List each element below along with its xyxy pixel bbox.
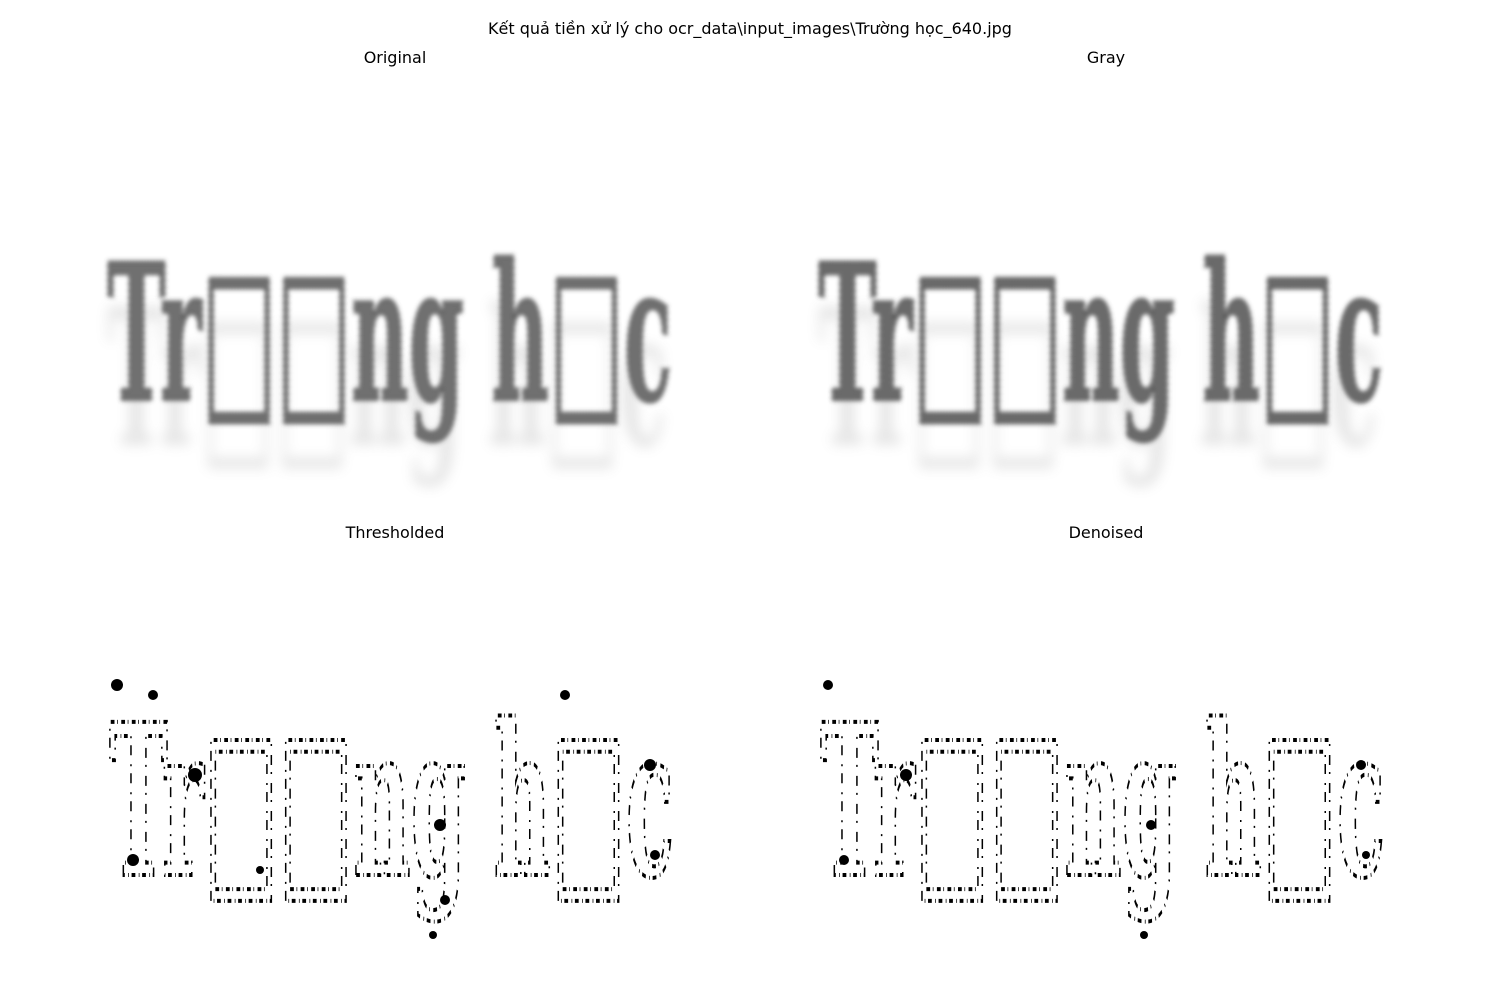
original-image: Tr□□ng h□c Tr□□ng h□c [106,221,674,491]
panel-title-original: Original [363,48,427,67]
binary-specks [111,679,660,939]
gray-image: Tr□□ng h□c Tr□□ng h□c [817,221,1385,491]
panel-title-denoised: Denoised [1068,523,1144,542]
panel-original: Original Tr□□ng h□c Tr□□ng h□c [95,0,695,520]
denoised-image: Tr□□ng h□c [818,676,1387,939]
svg-text:Tr□□ng h□c: Tr□□ng h□c [818,222,1383,445]
ghost-text-gray: Tr□□ng h□c [818,267,1378,490]
panel-gray: Gray Tr□□ng h□c Tr□□ng h□c [806,0,1406,520]
panel-denoised: Denoised Tr□□ng h□c [806,520,1406,1000]
binary-text-denoised: Tr□□ng h□c [820,678,1385,925]
svg-text:Tr□□ng h□c: Tr□□ng h□c [818,267,1378,490]
ghost-text: Tr□□ng h□c [107,267,667,490]
figure-title: Kết quả tiền xử lý cho ocr_data\input_im… [488,19,1012,38]
svg-text:Tr□□ng h□c: Tr□□ng h□c [107,267,667,490]
panel-title-thresholded: Thresholded [345,523,445,542]
thresholded-image: Tr□□ng h□c [107,676,676,939]
soft-text-gray: Tr□□ng h□c [817,221,1385,447]
svg-text:Tr□□ng h□c: Tr□□ng h□c [107,222,672,445]
soft-text: Tr□□ng h□c [106,221,674,447]
binary-text: Tr□□ng h□c [109,678,674,925]
panel-thresholded: Thresholded Tr□□ng h□c [95,520,695,1000]
panel-title-gray: Gray [1086,48,1126,67]
denoised-specks [823,680,1370,939]
